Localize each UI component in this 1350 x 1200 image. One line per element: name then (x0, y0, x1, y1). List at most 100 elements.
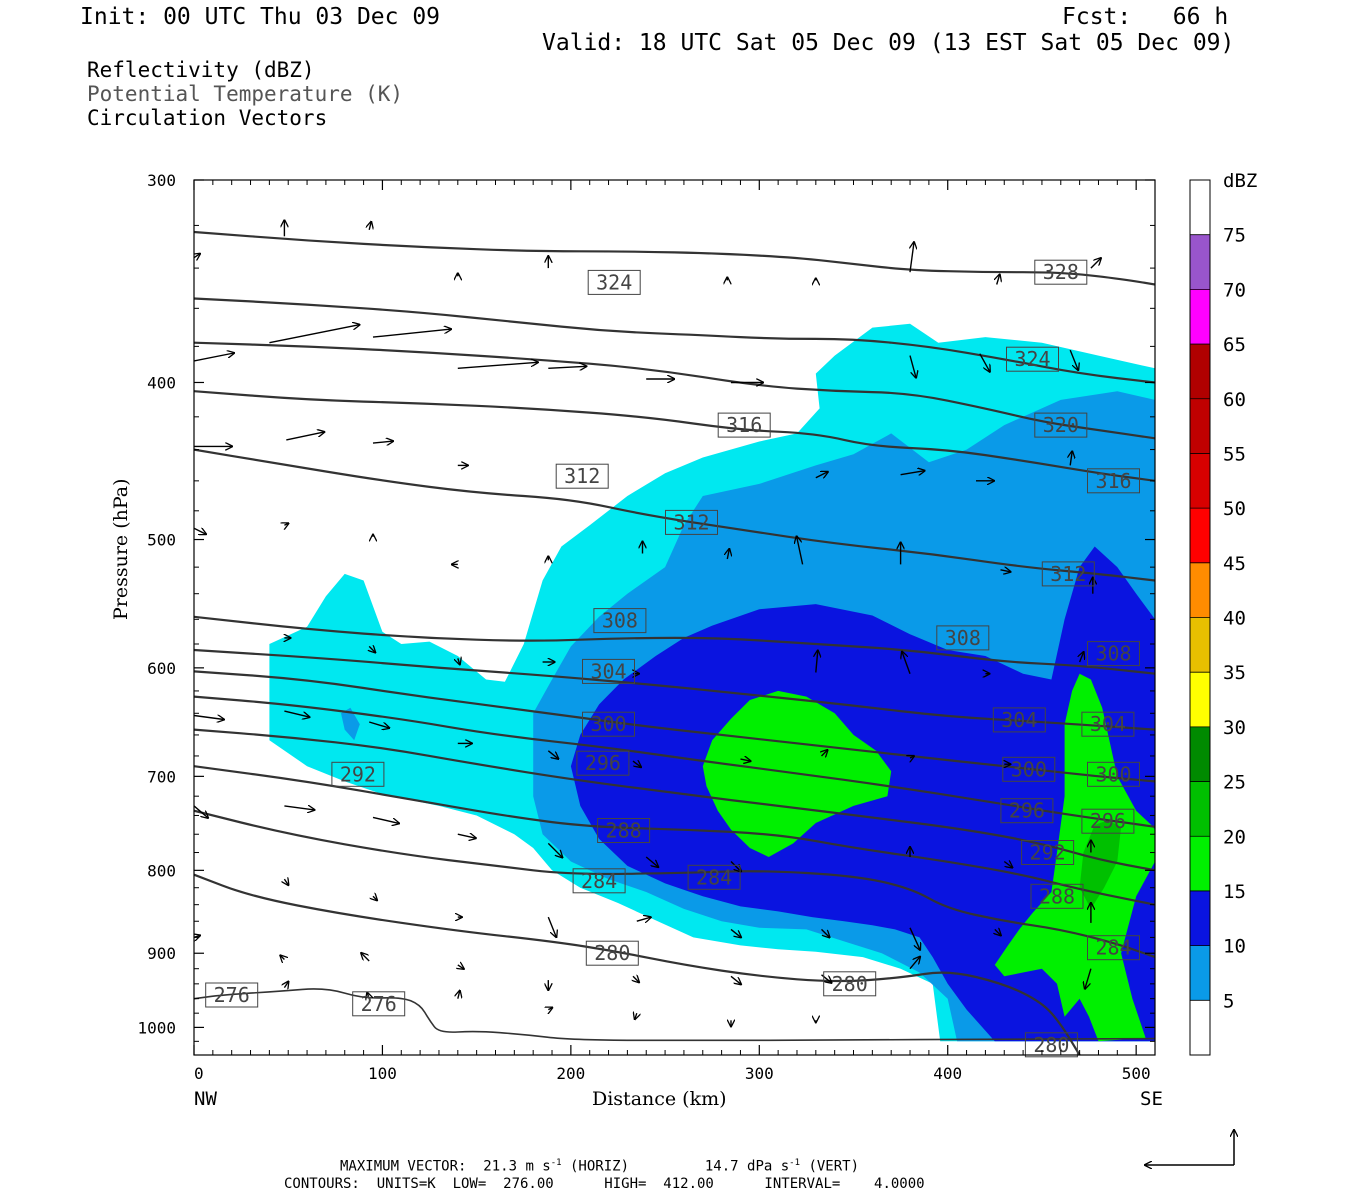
colorbar-swatch-45 (1190, 562, 1210, 618)
circulation-vector (636, 917, 651, 921)
svg-text:296: 296 (585, 751, 621, 775)
svg-text:296: 296 (1009, 799, 1045, 823)
max-vector-label: MAXIMUM VECTOR: 21.3 m s-1 (HORIZ) 14.7 … (340, 1158, 860, 1175)
circulation-vector (457, 362, 538, 369)
circulation-vector (730, 861, 741, 872)
theta-contour-296 (194, 695, 1155, 828)
circulation-vector (547, 750, 558, 759)
svg-text:276: 276 (214, 983, 250, 1007)
circulation-vector (286, 432, 324, 441)
svg-text:284: 284 (581, 869, 617, 893)
colorbar-label: 5 (1223, 990, 1234, 1012)
svg-text:324: 324 (1014, 347, 1050, 371)
circulation-vector (730, 928, 741, 937)
contour-label-308: 308 (1087, 641, 1140, 667)
colorbar-label: 50 (1223, 498, 1246, 520)
x-tick-label: 0 (194, 1064, 204, 1083)
reflectivity-region-20dbz (994, 673, 1155, 1042)
svg-text:316: 316 (1095, 469, 1131, 493)
circulation-vector (284, 982, 288, 988)
circulation-vector (367, 993, 369, 999)
circulation-vector (979, 353, 990, 372)
colorbar-swatch-above-75 (1190, 180, 1210, 235)
circulation-vector (1085, 968, 1092, 989)
colorbar-label: 40 (1223, 608, 1246, 630)
circulation-vector (910, 756, 914, 758)
circulation-vector (1000, 570, 1011, 572)
colorbar-swatch-65 (1190, 344, 1210, 399)
circulation-vector (797, 536, 804, 565)
circulation-vector (1069, 349, 1078, 370)
contour-label-284: 284 (687, 864, 741, 890)
colorbar-unit: dBZ (1223, 170, 1258, 192)
svg-text:288: 288 (606, 819, 642, 843)
colorbar-swatch-30 (1190, 726, 1210, 782)
x-tick-label: 100 (368, 1064, 397, 1083)
reflectivity-region-10dbz (341, 707, 360, 741)
colorbar-label: 55 (1223, 443, 1246, 465)
colorbar-swatch-40 (1190, 617, 1210, 673)
circulation-vector (821, 928, 830, 937)
contour-label-324: 324 (587, 269, 641, 295)
svg-text:280: 280 (832, 972, 868, 996)
circulation-vector (368, 721, 389, 728)
y-tick-label: 900 (147, 944, 176, 963)
contour-label-304: 304 (582, 658, 635, 684)
theta-contour-300 (194, 670, 1155, 783)
circulation-vector (821, 974, 832, 983)
vector-key (1145, 1130, 1234, 1165)
theta-contour-304 (194, 648, 1155, 731)
exp-vert: -1 (789, 1158, 801, 1168)
circulation-vector (1080, 652, 1084, 663)
circulation-vector (194, 254, 200, 258)
circulation-vector (900, 471, 925, 475)
svg-text:280: 280 (594, 941, 630, 965)
contour-label-304: 304 (1081, 711, 1135, 737)
colorbar-swatch-20 (1190, 836, 1210, 891)
theta-contour-320 (194, 341, 1155, 440)
circulation-vector (372, 441, 393, 443)
x-axis-title: Distance (km) (592, 1088, 727, 1110)
colorbar-label: 25 (1223, 772, 1246, 794)
contour-label-300: 300 (1087, 761, 1140, 787)
x-tick-label: 200 (556, 1064, 585, 1083)
plot-frame (193, 179, 1156, 1056)
circulation-vector (369, 646, 375, 652)
contour-label-296: 296 (1081, 808, 1135, 834)
circulation-vector (548, 366, 586, 368)
theta-contour-288 (194, 765, 1155, 906)
contour-label-296: 296 (1000, 798, 1054, 824)
colorbar-label: 15 (1223, 881, 1246, 903)
contour-label-300: 300 (1002, 756, 1056, 782)
contour-label-328: 328 (1034, 259, 1088, 285)
contour-label-284: 284 (1087, 935, 1140, 961)
circulation-vector (730, 975, 741, 984)
svg-text:292: 292 (340, 762, 376, 786)
svg-text:292: 292 (1030, 841, 1066, 865)
theta-contour-276 (194, 988, 1155, 1042)
init-time: Init: 00 UTC Thu 03 Dec 09 (80, 4, 441, 30)
x-tick-label: 500 (1122, 1064, 1151, 1083)
colorbar-label: 30 (1223, 717, 1246, 739)
colorbar-swatch-35 (1190, 672, 1210, 727)
contour-label-324: 324 (1006, 346, 1059, 372)
colorbar-swatch-70 (1190, 289, 1210, 345)
contour-label-292: 292 (331, 761, 385, 787)
colorbar-swatch-15 (1190, 890, 1210, 946)
circulation-vector (909, 355, 916, 378)
circulation-vector (633, 976, 639, 982)
y-tick-label: 1000 (137, 1018, 176, 1037)
contour-label-280: 280 (823, 971, 877, 997)
colorbar-swatch-55 (1190, 453, 1210, 509)
contour-label-312: 312 (555, 463, 609, 489)
svg-text:308: 308 (1095, 642, 1131, 666)
contour-label-316: 316 (717, 412, 771, 438)
y-tick-label: 300 (147, 171, 176, 190)
svg-text:296: 296 (1090, 809, 1126, 833)
circulation-vector (269, 325, 359, 344)
x-end-label-se: SE (1140, 1088, 1163, 1110)
contour-label-288: 288 (597, 818, 651, 843)
theta-contour-284 (194, 809, 1155, 959)
svg-text:276: 276 (361, 992, 397, 1016)
